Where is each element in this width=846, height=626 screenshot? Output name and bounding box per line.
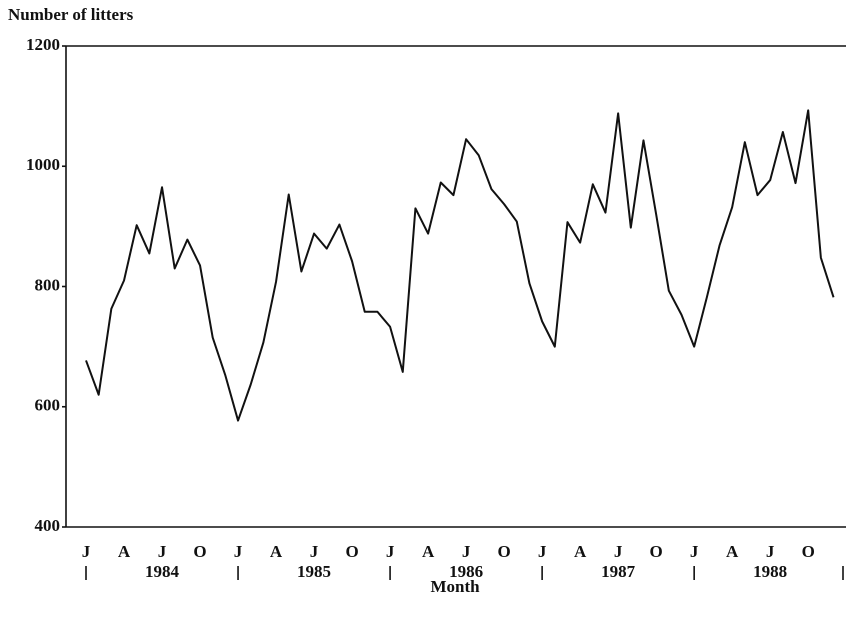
x-tick-label: O (650, 542, 663, 561)
x-tick-label: J (310, 542, 319, 561)
x-tick-label: A (118, 542, 131, 561)
x-tick-label: J (462, 542, 471, 561)
year-label: 1984 (145, 562, 180, 581)
year-label: 1985 (297, 562, 331, 581)
x-tick-label: J (158, 542, 167, 561)
x-tick-label: A (726, 542, 739, 561)
x-tick-label: O (802, 542, 815, 561)
y-tick-label: 1000 (26, 155, 60, 174)
x-tick-label: J (690, 542, 699, 561)
y-tick-label: 600 (35, 396, 61, 415)
x-tick-label: O (193, 542, 206, 561)
x-tick-label: A (574, 542, 587, 561)
year-label: 1987 (601, 562, 636, 581)
y-tick-label: 800 (35, 275, 61, 294)
x-tick-label: J (614, 542, 623, 561)
x-tick-label: A (270, 542, 283, 561)
x-tick-label: J (234, 542, 243, 561)
x-tick-label: J (538, 542, 547, 561)
data-line (85, 109, 835, 422)
x-tick-label: J (386, 542, 395, 561)
y-tick-label: 1200 (26, 35, 60, 54)
y-tick-label: 400 (35, 516, 61, 535)
x-tick-label: A (422, 542, 435, 561)
x-tick-label: O (345, 542, 358, 561)
x-axis-title: Month (430, 577, 480, 596)
year-label: 1986 (449, 562, 483, 581)
x-tick-label: J (82, 542, 91, 561)
y-axis-title: Number of litters (8, 5, 134, 24)
year-label: 1988 (753, 562, 787, 581)
x-tick-label: O (497, 542, 510, 561)
x-tick-label: J (766, 542, 775, 561)
